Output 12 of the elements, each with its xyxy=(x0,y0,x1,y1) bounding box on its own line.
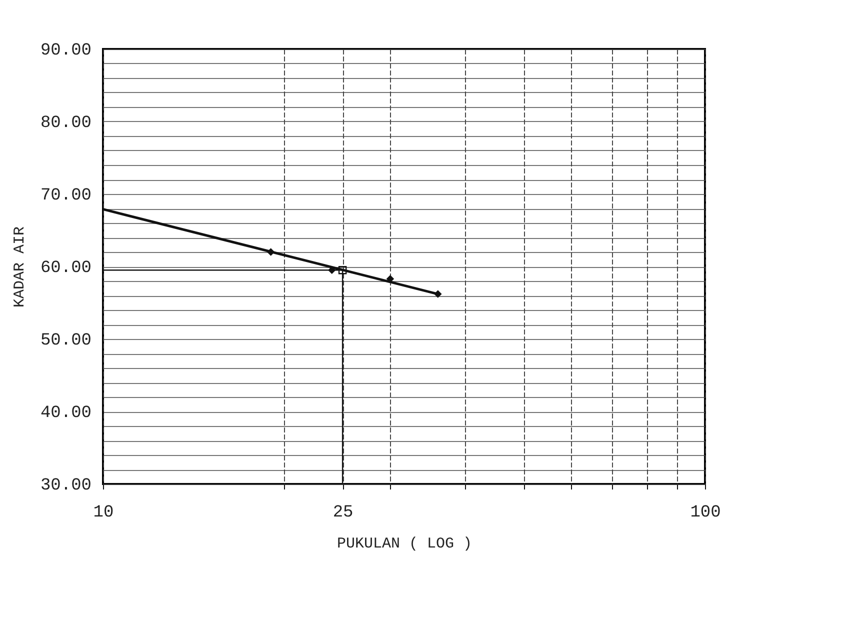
y-tick-label: 50.00 xyxy=(40,332,92,350)
x-tick-label: 25 xyxy=(332,504,354,522)
y-tick-label: 40.00 xyxy=(40,404,92,423)
y-tick-label: 30.00 xyxy=(40,476,92,496)
y-tick-label: 70.00 xyxy=(40,186,92,206)
x-axis-title: PUKULAN ( LOG ) xyxy=(336,536,472,552)
y-tick-label: 60.00 xyxy=(40,259,92,278)
y-axis-title: KADAR AIR xyxy=(11,226,28,308)
y-tick-label: 90.00 xyxy=(40,42,92,60)
x-tick-label: 10 xyxy=(93,504,114,522)
y-tick-label: 80.00 xyxy=(40,114,92,133)
x-tick-label: 100 xyxy=(690,504,721,522)
